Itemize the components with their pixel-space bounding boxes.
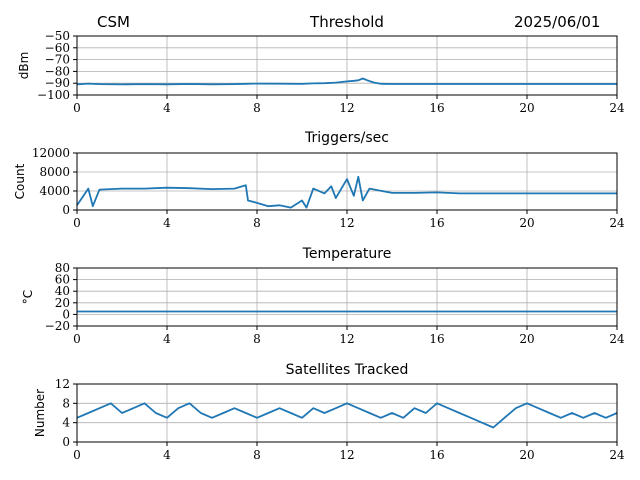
- satellites-x-tick-label: 20: [519, 448, 534, 462]
- satellites-y-axis-label: Number: [33, 389, 47, 437]
- temperature-x-tick-label: 16: [429, 332, 444, 346]
- temperature-x-tick-label: 12: [339, 332, 354, 346]
- threshold-series-line: [76, 77, 617, 86]
- threshold-x-tick-label: 8: [253, 101, 261, 115]
- triggers-x-tick-label: 16: [429, 216, 444, 230]
- triggers-x-tick-label: 20: [519, 216, 534, 230]
- satellites-y-tick-label: 12: [55, 377, 70, 391]
- temperature-y-axis-label: °C: [21, 290, 35, 304]
- chart-title-triggers: Triggers/sec: [305, 130, 389, 146]
- satellites-y-tick-label: 8: [62, 396, 70, 410]
- threshold-y-tick-label: −80: [45, 64, 70, 78]
- temperature-x-tick-label: 0: [73, 332, 81, 346]
- triggers-y-tick-label: 4000: [39, 184, 70, 198]
- triggers-x-tick-label: 12: [339, 216, 354, 230]
- triggers-y-tick-label: 12000: [32, 146, 70, 160]
- triggers-y-tick-label: 8000: [39, 165, 70, 179]
- satellites-x-tick-label: 12: [339, 448, 354, 462]
- temperature-x-tick-label: 20: [519, 332, 534, 346]
- chart-title-satellites: Satellites Tracked: [285, 362, 409, 378]
- threshold-y-tick-label: −100: [37, 88, 70, 102]
- temperature-x-tick-label: 8: [253, 332, 261, 346]
- threshold-x-tick-label: 12: [339, 101, 354, 115]
- temperature-y-tick-label: 80: [55, 261, 70, 275]
- temperature-y-tick-label: −20: [45, 319, 70, 333]
- threshold-y-axis-label: dBm: [17, 52, 31, 80]
- header-center-title: Threshold: [310, 13, 384, 31]
- satellites-x-tick-label: 24: [609, 448, 625, 462]
- threshold-x-tick-label: 4: [163, 101, 171, 115]
- threshold-y-tick-label: −70: [45, 53, 70, 67]
- satellites-series-line: [76, 402, 618, 429]
- threshold-y-tick-label: −50: [45, 29, 70, 43]
- triggers-y-tick-label: 0: [62, 203, 70, 217]
- threshold-x-tick-label: 24: [609, 101, 625, 115]
- chart-title-temperature: Temperature: [302, 246, 392, 262]
- triggers-series-line: [76, 175, 617, 209]
- satellites-x-tick-label: 8: [253, 448, 261, 462]
- temperature-y-tick-label: 60: [55, 273, 70, 287]
- temperature-y-tick-label: 0: [62, 307, 70, 321]
- satellites-y-tick-label: 4: [62, 416, 70, 430]
- satellites-x-tick-label: 16: [429, 448, 444, 462]
- triggers-x-tick-label: 0: [73, 216, 81, 230]
- temperature-y-tick-label: 40: [55, 284, 70, 298]
- header-left-label: CSM: [97, 13, 130, 31]
- temperature-x-tick-label: 24: [609, 332, 625, 346]
- threshold-x-tick-label: 16: [429, 101, 444, 115]
- threshold-x-tick-label: 20: [519, 101, 534, 115]
- triggers-y-axis-label: Count: [13, 163, 27, 199]
- header-date: 2025/06/01: [514, 13, 601, 31]
- triggers-x-tick-label: 24: [609, 216, 625, 230]
- satellites-x-tick-label: 0: [73, 448, 81, 462]
- threshold-y-tick-label: −90: [45, 76, 70, 90]
- temperature-x-tick-label: 4: [163, 332, 171, 346]
- satellites-y-tick-label: 0: [62, 435, 70, 449]
- satellites-x-tick-label: 4: [163, 448, 171, 462]
- temperature-y-tick-label: 20: [55, 296, 70, 310]
- threshold-y-tick-label: −60: [45, 41, 70, 55]
- triggers-x-tick-label: 8: [253, 216, 261, 230]
- triggers-x-tick-label: 4: [163, 216, 171, 230]
- threshold-x-tick-label: 0: [73, 101, 81, 115]
